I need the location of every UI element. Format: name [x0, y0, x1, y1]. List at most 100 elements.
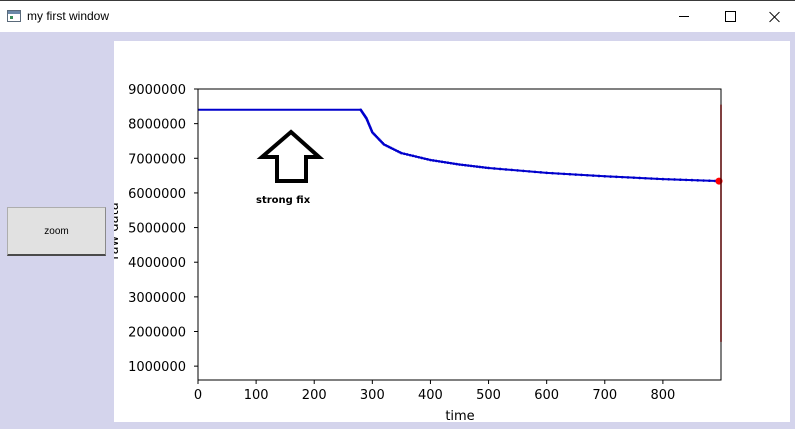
series-point: [568, 172, 572, 176]
series-point: [481, 165, 485, 169]
series-point: [423, 157, 426, 160]
y-axis-label: raw data: [114, 202, 122, 259]
y-tick-label: 6000000: [128, 187, 186, 202]
series-point: [632, 176, 636, 179]
series-point: [586, 173, 589, 177]
y-tick-label: 9000000: [128, 83, 186, 98]
zoom-button[interactable]: zoom: [7, 207, 106, 256]
series-point: [449, 161, 453, 165]
series-point: [597, 174, 601, 178]
title-bar: my first window: [0, 0, 795, 32]
y-tick-label: 3000000: [128, 291, 186, 306]
series-point: [673, 178, 676, 181]
series-point: [493, 167, 496, 170]
series-point: [533, 170, 537, 174]
y-tick-label: 1000000: [128, 360, 186, 375]
series-point: [708, 179, 711, 183]
x-tick-label: 200: [302, 388, 327, 403]
series-point: [626, 176, 630, 179]
series-point: [469, 164, 473, 168]
series-point: [434, 159, 438, 163]
y-tick-label: 8000000: [128, 118, 186, 133]
annotation-label: strong fix: [256, 195, 311, 206]
y-tick-label: 4000000: [128, 256, 186, 271]
close-icon: [768, 11, 780, 23]
plot-canvas[interactable]: 0 100 200 300 400 500 600 700 800 1000000 2000000 3…: [107, 41, 790, 424]
series-point: [464, 163, 467, 167]
x-tick-label: 0: [194, 388, 202, 403]
series-point: [649, 177, 653, 180]
series-point: [437, 160, 441, 163]
y-tick-label: 2000000: [128, 326, 186, 341]
x-tick-label: 700: [592, 388, 617, 403]
series-point: [458, 163, 461, 166]
series-point: [411, 154, 415, 158]
x-tick-label: 100: [244, 388, 269, 403]
series-point: [562, 172, 566, 176]
x-tick-label: 300: [360, 388, 385, 403]
series-point: [696, 179, 700, 182]
series-point: [545, 171, 548, 175]
up-arrow-icon: [256, 129, 325, 183]
series-point: [478, 165, 482, 169]
close-button[interactable]: [753, 1, 795, 32]
series-point: [510, 168, 514, 172]
y-tick-label: 7000000: [128, 152, 186, 167]
series-point: [690, 178, 694, 182]
series-point: [591, 174, 595, 177]
line-chart: 0 100 200 300 400 500 600 700 800 1000000 2000000 3…: [107, 83, 723, 424]
series-point: [402, 152, 406, 156]
series-point: [440, 160, 444, 164]
minimize-button[interactable]: [661, 1, 707, 32]
series-point: [414, 155, 418, 158]
series-point: [556, 172, 560, 175]
maximize-button[interactable]: [707, 1, 753, 32]
series-point: [408, 153, 412, 157]
series-point: [702, 179, 705, 182]
series-point: [551, 171, 554, 175]
series-point: [400, 151, 403, 155]
series-point: [446, 161, 450, 165]
y-tick-label: 5000000: [128, 222, 186, 237]
series-point: [580, 173, 583, 177]
x-tick-label: 500: [476, 388, 501, 403]
series-point: [603, 175, 607, 178]
series-point: [420, 156, 424, 160]
series-point: [405, 153, 409, 156]
series-point: [426, 158, 429, 161]
x-tick-label: 800: [650, 388, 675, 403]
series-point: [615, 175, 618, 179]
series-point: [498, 167, 502, 171]
series-point: [620, 175, 624, 179]
series-point: [655, 177, 659, 181]
series-point: [484, 166, 487, 169]
series-point: [661, 177, 665, 181]
series-point: [487, 166, 490, 170]
series-point: [609, 175, 612, 178]
x-axis-label: time: [445, 409, 474, 422]
series-point: [667, 177, 670, 181]
maximize-icon: [724, 11, 736, 22]
series-point: [443, 160, 447, 164]
x-tick-label: 400: [418, 388, 443, 403]
series-point: [461, 163, 464, 167]
series-point: [679, 178, 682, 181]
series-point: [417, 155, 421, 159]
series-point: [644, 176, 647, 180]
series-point: [504, 168, 508, 171]
axes-frame: [197, 88, 722, 381]
series-point: [432, 159, 435, 162]
minimize-icon: [679, 16, 689, 17]
series-point: [527, 170, 531, 173]
series-point: [684, 178, 688, 182]
series-point: [638, 176, 641, 180]
series-point: [516, 169, 519, 172]
series-point: [455, 162, 458, 166]
series-point: [472, 164, 476, 168]
series-point: [539, 171, 543, 174]
x-tick-label: 600: [534, 388, 559, 403]
series-point: [429, 158, 432, 162]
window-title: my first window: [27, 9, 110, 23]
series-point: [466, 164, 470, 167]
series-point: [452, 162, 455, 165]
